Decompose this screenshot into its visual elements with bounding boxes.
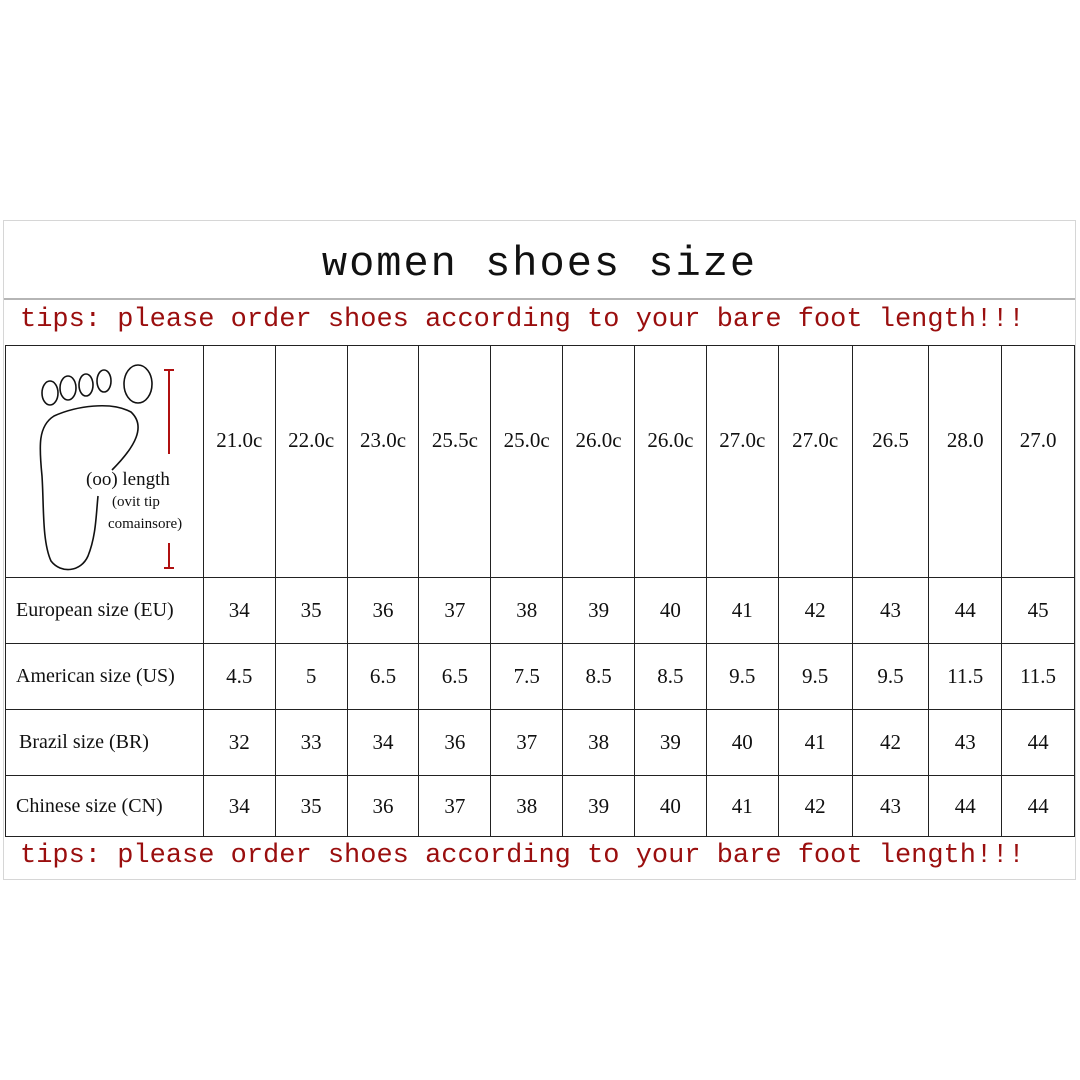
size-cell: 7.5: [490, 643, 564, 710]
size-cell: 39: [562, 775, 635, 837]
foot-length-cell: 26.0c: [634, 345, 707, 578]
size-cell: 44: [928, 775, 1003, 837]
size-cell: 43: [928, 709, 1003, 776]
size-cell: 8.5: [562, 643, 635, 710]
row-label: American size (US): [5, 643, 204, 710]
size-cell: 44: [1001, 709, 1075, 776]
foot-length-cell: 28.0: [928, 345, 1003, 578]
size-cell: 41: [777, 709, 853, 776]
foot-caption-line3: comainsore): [108, 516, 183, 532]
size-cell: 39: [634, 709, 707, 776]
size-cell: 38: [562, 709, 635, 776]
size-cell: 35: [274, 577, 348, 644]
size-cell: 11.5: [928, 643, 1003, 710]
tips-bottom: tips: please order shoes according to yo…: [20, 841, 1025, 871]
size-cell: 42: [777, 775, 853, 837]
size-cell: 41: [705, 577, 779, 644]
size-cell: 36: [418, 709, 492, 776]
table-row: Chinese size (CN) 34 35 36 37 38 39 40 41 42 43 44 4…: [5, 775, 1075, 837]
foot-length-cell: 26.0c: [562, 345, 635, 578]
page-title: women shoes size: [321, 240, 758, 288]
size-cell: 39: [562, 577, 635, 644]
size-cell: 4.5: [202, 643, 276, 710]
size-cell: 40: [705, 709, 779, 776]
size-cell: 33: [274, 709, 348, 776]
size-cell: 6.5: [346, 643, 420, 710]
size-cell: 34: [202, 577, 276, 644]
size-cell: 42: [777, 577, 853, 644]
foot-length-cell: 27.0c: [705, 345, 779, 578]
size-cell: 45: [1001, 577, 1075, 644]
size-cell: 34: [202, 775, 276, 837]
size-cell: 38: [490, 577, 564, 644]
foot-illustration-cell: (oo) length (ovit tip comainsore): [5, 345, 204, 578]
foot-length-cell: 27.0c: [777, 345, 853, 578]
size-cell: 38: [490, 775, 564, 837]
tips-top: tips: please order shoes according to yo…: [20, 305, 1025, 335]
size-cell: 37: [418, 577, 492, 644]
row-label: Brazil size (BR): [5, 709, 204, 776]
size-cell: 6.5: [418, 643, 492, 710]
size-cell: 5: [274, 643, 348, 710]
divider: [4, 298, 1075, 300]
size-cell: 9.5: [851, 643, 930, 710]
size-cell: 40: [634, 577, 707, 644]
table-header-row: (oo) length (ovit tip comainsore) 21.0c 2…: [5, 345, 1075, 578]
foot-length-cell: 23.0c: [346, 345, 420, 578]
foot-length-cell: 26.5: [851, 345, 930, 578]
row-label: European size (EU): [5, 577, 204, 644]
foot-caption-line2: (ovit tip: [112, 494, 160, 510]
foot-caption-line1: (oo) length: [86, 469, 170, 490]
size-cell: 9.5: [777, 643, 853, 710]
size-cell: 34: [346, 709, 420, 776]
size-cell: 44: [1001, 775, 1075, 837]
size-cell: 44: [928, 577, 1003, 644]
size-cell: 37: [490, 709, 564, 776]
foot-length-cell: 22.0c: [274, 345, 348, 578]
size-table: (oo) length (ovit tip comainsore) 21.0c 2…: [5, 345, 1075, 837]
size-cell: 8.5: [634, 643, 707, 710]
size-cell: 37: [418, 775, 492, 837]
size-cell: 41: [705, 775, 779, 837]
foot-length-cell: 27.0: [1001, 345, 1075, 578]
size-cell: 43: [851, 577, 930, 644]
foot-length-cell: 25.5c: [418, 345, 492, 578]
size-cell: 35: [274, 775, 348, 837]
size-cell: 43: [851, 775, 930, 837]
row-label: Chinese size (CN): [5, 775, 204, 837]
size-cell: 40: [634, 775, 707, 837]
size-cell: 32: [202, 709, 276, 776]
table-row: American size (US) 4.5 5 6.5 6.5 7.5 8.5 8.5 9.5…: [5, 643, 1075, 710]
foot-length-cell: 21.0c: [202, 345, 276, 578]
table-row: Brazil size (BR) 32 33 34 36 37 38 39 40 41 42 43 44: [5, 709, 1075, 776]
size-chart: women shoes size tips: please order shoe…: [3, 220, 1076, 880]
size-cell: 42: [851, 709, 930, 776]
size-cell: 36: [346, 577, 420, 644]
size-cell: 11.5: [1001, 643, 1075, 710]
table-row: European size (EU) 34 35 36 37 38 39 40 41 42 43 44…: [5, 577, 1075, 644]
foot-length-cell: 25.0c: [490, 345, 564, 578]
size-cell: 36: [346, 775, 420, 837]
size-cell: 9.5: [705, 643, 779, 710]
foot-icon: [39, 364, 174, 571]
